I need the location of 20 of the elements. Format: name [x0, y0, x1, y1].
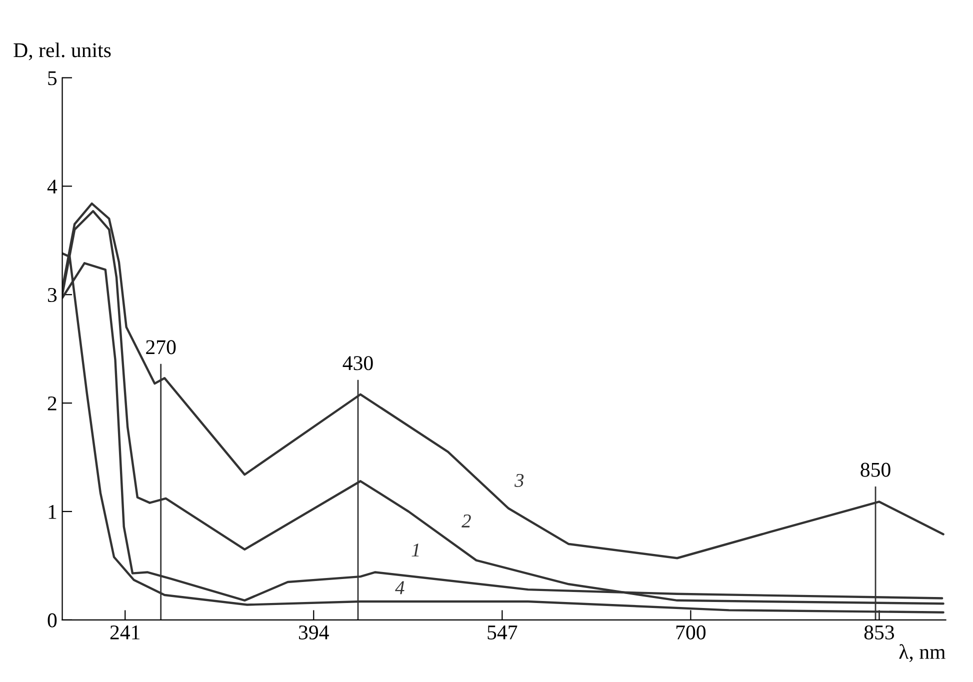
y-tick-label: 2	[48, 396, 56, 410]
series-label: 3	[514, 474, 524, 488]
ref-line-label: 270	[146, 340, 176, 354]
y-tick-label: 1	[48, 504, 56, 519]
y-tick-label: 0	[48, 613, 57, 628]
y-tick-label: 5	[48, 71, 57, 86]
x-tick-label: 700	[676, 625, 706, 640]
y-tick-label: 4	[47, 180, 58, 194]
series-label: 1	[412, 544, 419, 556]
ref-line-label: 430	[342, 356, 373, 370]
y-tick-label: 3	[48, 288, 57, 302]
series-label: 2	[462, 514, 471, 528]
x-tick-label: 241	[110, 625, 140, 640]
x-tick-label: 394	[299, 625, 329, 640]
x-tick-label: 853	[864, 625, 894, 640]
x-tick-label: 547	[488, 626, 518, 640]
series-label: 4	[395, 581, 404, 594]
y-axis-title: D, rel. units	[14, 42, 111, 60]
ref-line-label: 850	[860, 462, 890, 477]
x-axis-title: λ, nm	[899, 644, 946, 662]
